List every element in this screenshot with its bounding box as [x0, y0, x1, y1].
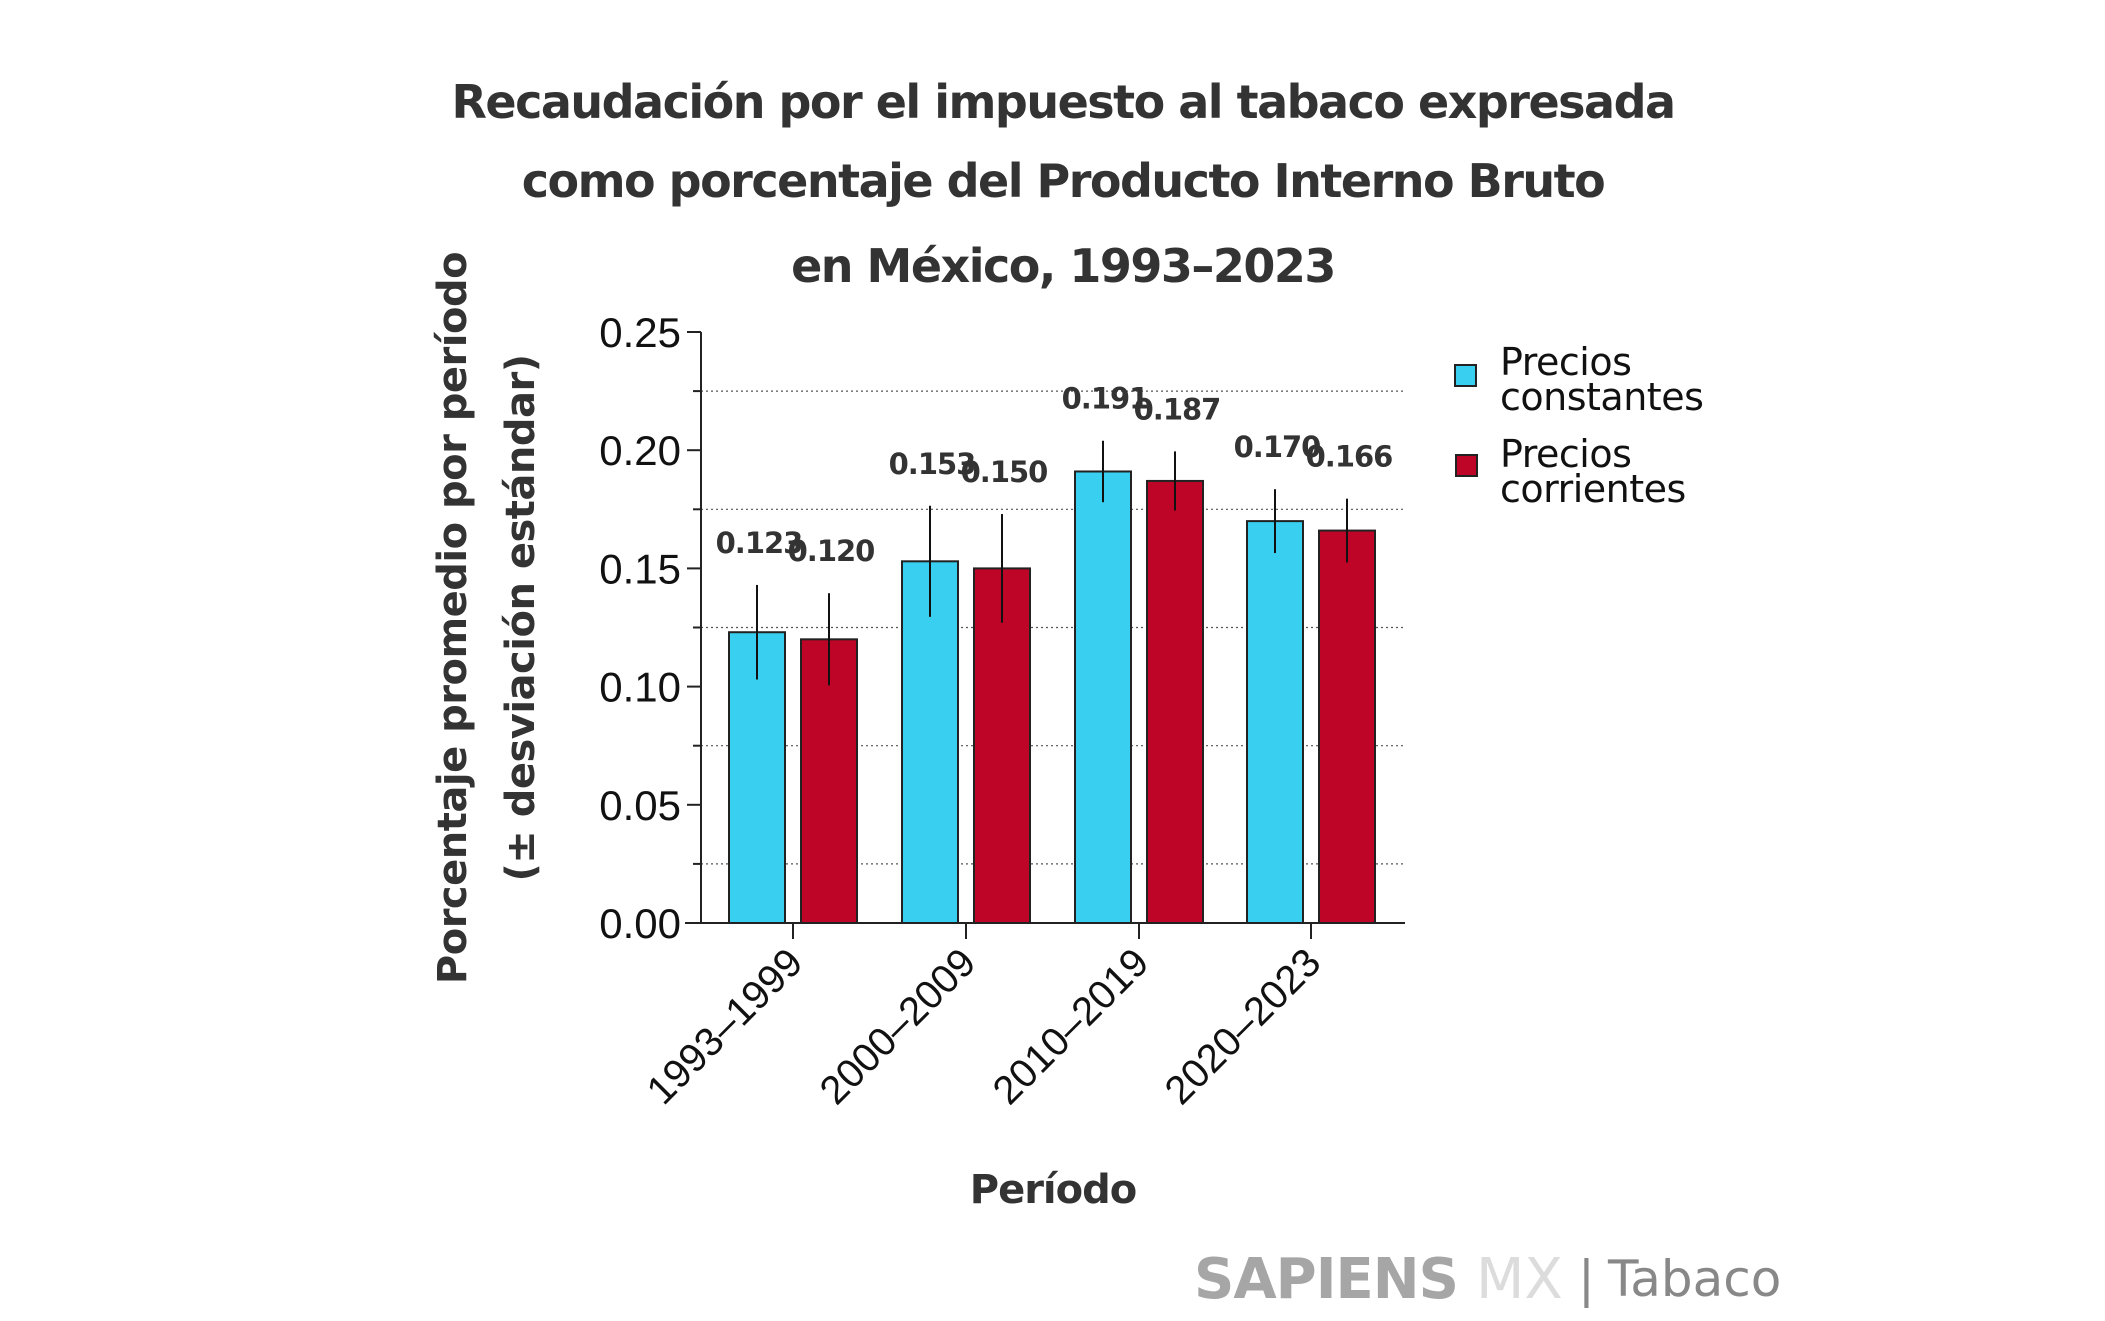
chart-title: Recaudación por el impuesto al tabaco ex… — [451, 75, 1676, 293]
branding-footer: SAPIENS MX | Tabaco — [1194, 1247, 1781, 1312]
value-label-precios-corrientes-2010-2019: 0.187 — [1134, 392, 1221, 426]
bar-precios-corrientes-2010-2019 — [1146, 479, 1204, 924]
x-tick-label-2000-2009: 2000–2009 — [812, 940, 985, 1113]
legend-swatch-precios-constantes — [1454, 364, 1477, 387]
y-tick-label: 0.00 — [599, 900, 681, 947]
x-tick-label-1993-1999: 1993–1999 — [639, 940, 812, 1113]
y-axis-label-line-2: (± desviación estándar) — [498, 354, 544, 881]
value-label-precios-constantes-2020-2023: 0.170 — [1234, 430, 1321, 464]
y-tick-label: 0.20 — [599, 427, 681, 474]
brand-separator: | — [1578, 1250, 1595, 1308]
bar-precios-constantes-2020-2023 — [1246, 520, 1304, 924]
x-axis-ticks: 1993–1999 2000–2009 2010–2019 2020–2023 — [639, 923, 1330, 1113]
title-line-1: Recaudación por el impuesto al tabaco ex… — [451, 75, 1674, 129]
legend-label-precios-corrientes-line-1: Precios — [1500, 432, 1631, 476]
value-label-precios-corrientes-1993-1999: 0.120 — [788, 534, 875, 568]
brand-section: Tabaco — [1607, 1250, 1781, 1308]
title-line-3: en México, 1993–2023 — [791, 239, 1335, 293]
bar-precios-corrientes-2020-2023 — [1318, 529, 1376, 924]
y-tick-label: 0.25 — [599, 309, 681, 356]
bar-precios-corrientes-2000-2009 — [973, 567, 1031, 925]
y-axis-label-line-1: Porcentaje promedio por período — [430, 252, 476, 984]
y-tick-label: 0.15 — [599, 545, 681, 592]
legend-swatch-precios-corrientes — [1455, 454, 1478, 477]
legend-label-precios-constantes-line-2: constantes — [1500, 375, 1703, 419]
value-label-precios-corrientes-2000-2009: 0.150 — [961, 455, 1048, 489]
brand-name-light: MX — [1476, 1247, 1563, 1312]
x-tick-label-2020-2023: 2020–2023 — [1157, 940, 1330, 1113]
legend-label-precios-constantes-line-1: Precios — [1500, 340, 1631, 384]
y-tick-label: 0.10 — [599, 664, 681, 711]
y-axis-ticks: 0.00 0.05 0.10 0.15 0.20 0.25 — [599, 309, 701, 947]
title-line-2: como porcentaje del Producto Interno Bru… — [522, 154, 1605, 208]
value-label-precios-constantes-2000-2009: 0.153 — [889, 447, 976, 481]
legend-label-precios-corrientes-line-2: corrientes — [1500, 467, 1686, 511]
bars — [728, 470, 1376, 925]
value-label-precios-constantes-2010-2019: 0.191 — [1062, 382, 1149, 416]
brand-name-bold: SAPIENS — [1194, 1247, 1458, 1312]
bar-precios-constantes-2000-2009 — [901, 560, 959, 924]
value-label-precios-corrientes-2020-2023: 0.166 — [1306, 440, 1393, 474]
x-axis-label: Período — [970, 1167, 1136, 1213]
axes — [685, 332, 1405, 924]
x-tick-label-2010-2019: 2010–2019 — [985, 940, 1158, 1113]
y-tick-label: 0.05 — [599, 782, 681, 829]
legend: Precios constantes Precios corrientes — [1454, 340, 1704, 511]
value-label-precios-constantes-1993-1999: 0.123 — [716, 526, 803, 560]
y-axis-label: Porcentaje promedio por período (± desvi… — [430, 252, 544, 984]
bar-precios-constantes-2010-2019 — [1074, 470, 1132, 924]
error-bars — [756, 440, 1348, 686]
